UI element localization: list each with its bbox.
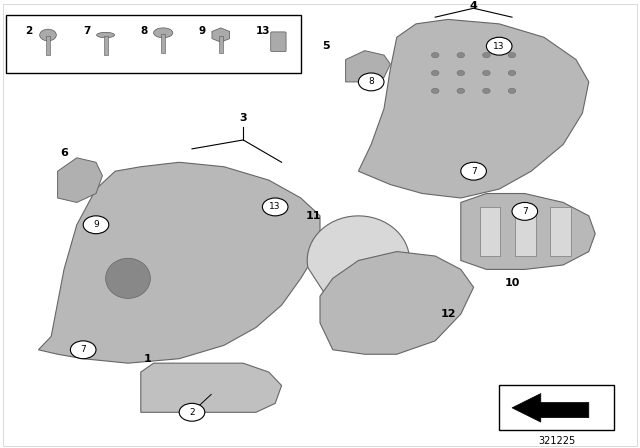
Circle shape xyxy=(457,88,465,94)
Circle shape xyxy=(457,70,465,76)
Ellipse shape xyxy=(154,28,173,38)
Circle shape xyxy=(508,88,516,94)
Text: 11: 11 xyxy=(306,211,321,221)
Text: 8: 8 xyxy=(141,26,148,35)
Circle shape xyxy=(508,52,516,58)
Text: 6: 6 xyxy=(60,148,68,158)
Text: 2: 2 xyxy=(189,408,195,417)
Circle shape xyxy=(431,88,439,94)
Polygon shape xyxy=(212,28,230,42)
Text: 7: 7 xyxy=(471,167,476,176)
Text: 9: 9 xyxy=(198,26,205,35)
Circle shape xyxy=(512,202,538,220)
Polygon shape xyxy=(346,51,390,82)
Text: 12: 12 xyxy=(440,309,456,319)
Circle shape xyxy=(483,52,490,58)
Text: 2: 2 xyxy=(26,26,33,35)
Polygon shape xyxy=(512,393,589,422)
Text: 7: 7 xyxy=(81,345,86,354)
Circle shape xyxy=(70,341,96,359)
Polygon shape xyxy=(358,19,589,198)
Circle shape xyxy=(457,52,465,58)
Text: 7: 7 xyxy=(522,207,527,216)
Text: 10: 10 xyxy=(504,278,520,288)
Circle shape xyxy=(431,52,439,58)
Text: 321225: 321225 xyxy=(538,436,575,446)
Bar xyxy=(46,36,50,55)
Bar xyxy=(515,207,536,256)
Bar xyxy=(480,207,500,256)
Polygon shape xyxy=(307,216,409,314)
Text: 13: 13 xyxy=(256,26,271,35)
Circle shape xyxy=(431,70,439,76)
Polygon shape xyxy=(320,252,474,354)
Circle shape xyxy=(486,37,512,55)
Circle shape xyxy=(483,70,490,76)
Circle shape xyxy=(179,403,205,421)
Bar xyxy=(550,207,571,256)
Circle shape xyxy=(508,70,516,76)
Text: 7: 7 xyxy=(83,26,91,35)
Polygon shape xyxy=(141,363,282,412)
Text: 1: 1 xyxy=(143,354,151,364)
Circle shape xyxy=(262,198,288,216)
Bar xyxy=(104,36,108,55)
Text: 9: 9 xyxy=(93,220,99,229)
Circle shape xyxy=(358,73,384,91)
Polygon shape xyxy=(58,158,102,202)
Circle shape xyxy=(483,88,490,94)
FancyBboxPatch shape xyxy=(271,32,286,52)
Bar xyxy=(161,34,165,53)
Text: 5: 5 xyxy=(323,41,330,51)
Bar xyxy=(219,36,223,53)
Text: 3: 3 xyxy=(239,112,247,123)
Bar xyxy=(499,385,614,430)
Bar xyxy=(6,15,301,73)
Ellipse shape xyxy=(106,258,150,298)
Circle shape xyxy=(461,162,486,180)
Text: 4: 4 xyxy=(470,1,477,11)
Ellipse shape xyxy=(97,32,115,38)
Polygon shape xyxy=(38,162,320,363)
Text: 13: 13 xyxy=(269,202,281,211)
Polygon shape xyxy=(461,194,595,269)
Circle shape xyxy=(83,216,109,234)
Text: 13: 13 xyxy=(493,42,505,51)
Circle shape xyxy=(40,29,56,41)
Text: 8: 8 xyxy=(369,78,374,86)
